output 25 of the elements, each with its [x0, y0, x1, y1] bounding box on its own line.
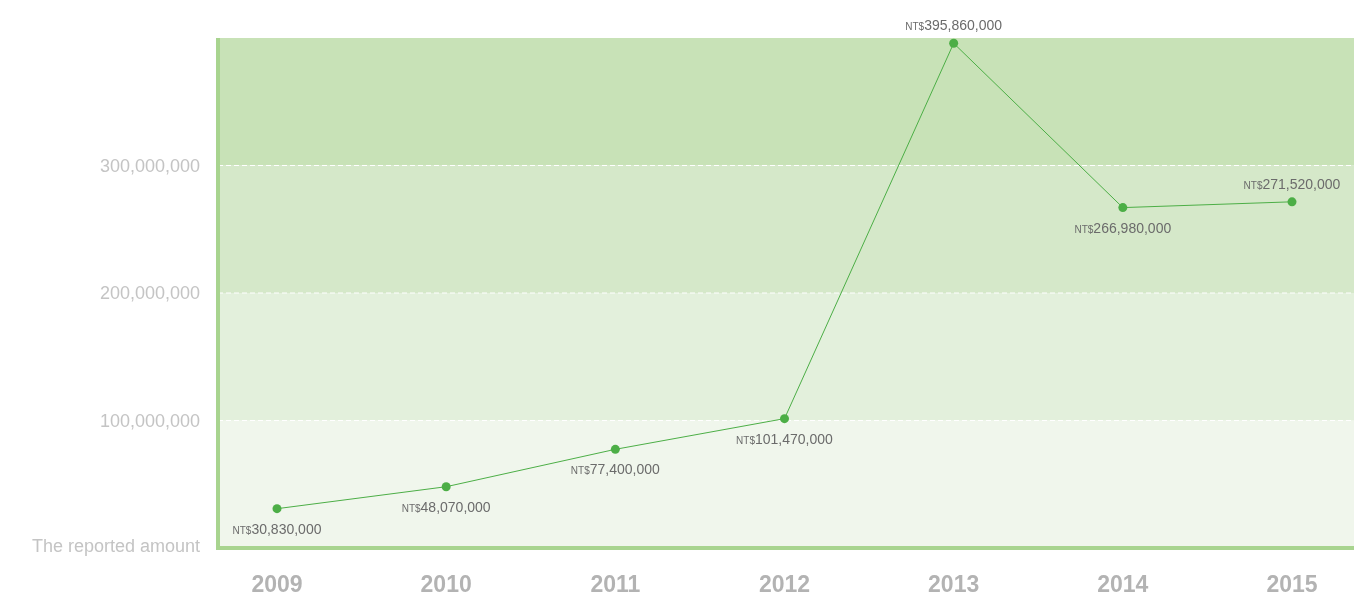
point	[610, 444, 620, 454]
x-tick-label: 2009	[251, 571, 303, 597]
x-tick-label: 2013	[928, 571, 980, 597]
point	[441, 482, 451, 492]
x-tick-label: 2014	[1097, 571, 1149, 597]
y-tick-label: 200,000,000	[99, 283, 200, 304]
x-tick-label: 2010	[420, 571, 472, 597]
point	[1287, 197, 1297, 207]
x-tick-label: 2012	[758, 571, 811, 597]
x-tick-label: 2015	[1266, 571, 1318, 597]
text: NT$101,470,000	[736, 430, 833, 447]
y-tick-label: 300,000,000	[99, 155, 200, 176]
text: NT$271,520,000	[1243, 175, 1341, 192]
text: NT$395,860,000	[905, 17, 1003, 34]
point	[949, 38, 959, 48]
point	[780, 414, 789, 424]
text: NT$48,070,000	[401, 498, 491, 515]
text: NT$266,980,000	[1074, 219, 1172, 236]
text: NT$30,830,000	[232, 520, 322, 537]
x-tick-label: 2011	[590, 571, 641, 597]
point	[272, 504, 282, 514]
y-tick-label: 100,000,000	[99, 410, 200, 431]
point	[1118, 203, 1128, 213]
y-tick-label: The reported amount	[31, 536, 200, 557]
text: NT$77,400,000	[570, 461, 660, 478]
